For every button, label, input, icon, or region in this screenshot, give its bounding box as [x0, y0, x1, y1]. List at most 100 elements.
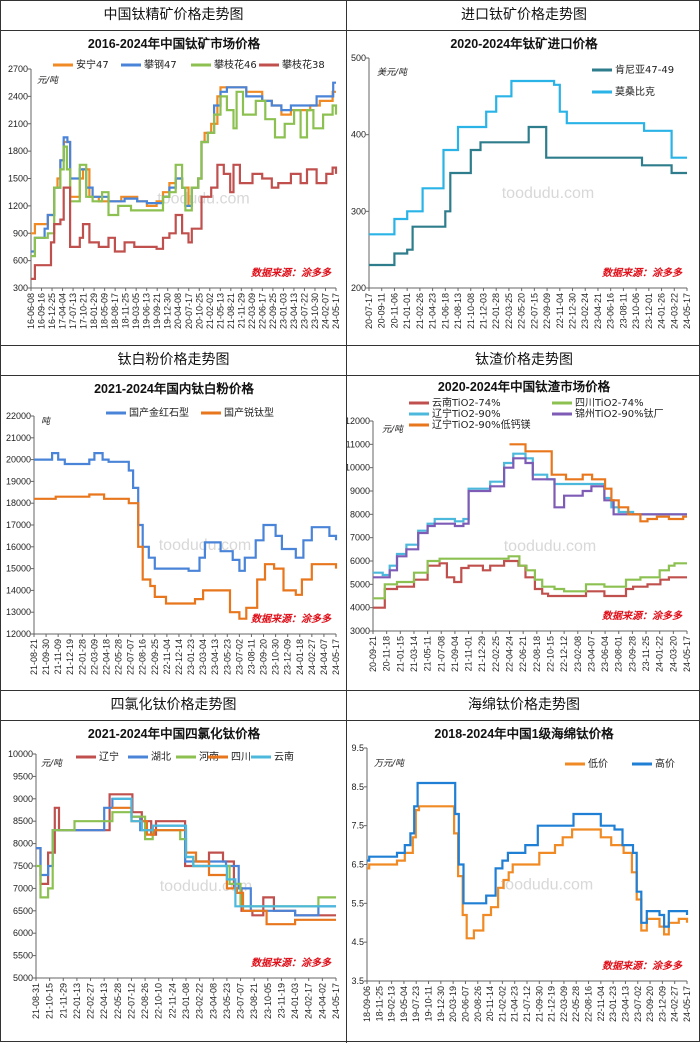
legend-label: 肯尼亚47-49	[615, 63, 674, 76]
x-tick-label: 22-01-13	[72, 983, 82, 1019]
x-tick-label: 22-07-15	[529, 293, 539, 329]
series-line-5	[509, 443, 687, 523]
x-tick-label: 24-02-27	[307, 639, 317, 675]
x-tick-label: 22-12-12	[559, 636, 569, 672]
x-tick-label: 22-11-04	[162, 639, 172, 674]
x-tick-label: 21-08-13	[453, 293, 463, 329]
panel-header: 钛渣价格走势图	[347, 346, 700, 376]
x-tick-label: 24-04-07	[319, 639, 329, 675]
x-tick-label: 23-07-02	[234, 639, 244, 675]
x-tick-label: 22-01-28	[77, 639, 87, 675]
x-tick-label: 19-05-04	[399, 986, 409, 1022]
series-line-1	[373, 559, 687, 609]
y-tick-label: 12000	[6, 629, 31, 639]
y-tick-label: 5000	[13, 973, 33, 983]
y-tick-label: 8000	[350, 509, 370, 519]
y-tick-label: 300	[351, 206, 366, 216]
panel-titanium-concentrate: 中国钛精矿价格走势图 toodudu.com 2016-2024年中国钛矿市场价格…	[1, 1, 347, 346]
y-tick-label: 900	[13, 228, 28, 238]
x-tick-label: 20-08-26	[473, 986, 483, 1022]
x-tick-label: 22-06-21	[518, 636, 528, 672]
y-tick-label: 400	[351, 130, 366, 140]
panel-header: 四氯化钛价格走势图	[1, 691, 346, 721]
x-tick-label: 24-02-27	[670, 986, 680, 1022]
x-tick-label: 21-03-14	[409, 636, 419, 672]
chart-title: 2021-2024年中国四氯化钛价格	[88, 726, 261, 741]
x-tick-label: 19-12-30	[436, 986, 446, 1022]
panel-header: 中国钛精矿价格走势图	[1, 1, 346, 31]
x-tick-label: 23-04-08	[208, 983, 218, 1019]
legend-label: 云南	[274, 750, 294, 763]
chart-titanium-dioxide-price: toodudu.com2021-2024年国内钛白粉价格吨12000130001…	[6, 381, 341, 675]
x-tick-label: 22-02-25	[491, 636, 501, 672]
x-tick-label: 23-09-20	[645, 986, 655, 1022]
x-tick-label: 22-10-15	[545, 636, 555, 672]
x-tick-label: 23-08-11	[618, 293, 628, 328]
x-tick-label: 23-01-03	[278, 293, 288, 329]
x-tick-label: 17-10-21	[79, 293, 89, 329]
data-source-note: 数据来源：涂多多	[251, 613, 332, 625]
chart-titanium-tetrachloride-price: toodudu.com2021-2024年中国四氯化钛价格元/吨50005500…	[8, 726, 341, 1019]
data-source-note: 数据来源：涂多多	[251, 957, 332, 969]
y-axis-unit: 元/吨	[41, 758, 64, 769]
legend-label: 辽宁	[99, 750, 119, 763]
x-tick-label: 21-06-18	[440, 293, 450, 329]
x-tick-label: 22-08-16	[138, 639, 148, 675]
y-tick-label: 10000	[8, 749, 33, 759]
y-tick-label: 12000	[347, 416, 370, 426]
legend-label: 湖北	[151, 751, 171, 763]
x-tick-label: 21-07-12	[522, 986, 532, 1022]
x-tick-label: 21-12-19	[65, 639, 75, 675]
x-tick-label: 21-02-26	[415, 293, 425, 329]
x-tick-label: 23-02-08	[573, 636, 583, 672]
x-tick-label: 22-12-14	[174, 639, 184, 675]
panel-sponge-titanium: 海绵钛价格走势图 toodudu.com 2018-2024年中国1级海绵钛价格万…	[347, 691, 700, 1043]
y-tick-label: 9000	[13, 794, 33, 804]
x-tick-label: 24-04-02	[317, 983, 327, 1019]
x-tick-label: 23-01-23	[608, 986, 618, 1022]
y-tick-label: 600	[13, 256, 28, 266]
panel-titanium-slag: 钛渣价格走势图 toodudu.com 2020-2024年中国钛渣市场价格 元/吨…	[347, 346, 700, 691]
x-tick-label: 23-01-08	[181, 983, 191, 1019]
y-tick-label: 21000	[6, 433, 31, 443]
x-tick-label: 22-09-25	[268, 293, 278, 329]
x-tick-label: 23-02-22	[195, 983, 205, 1019]
legend-label: 低价	[588, 757, 608, 770]
y-tick-label: 7.5	[351, 821, 364, 831]
y-tick-label: 300	[13, 283, 28, 293]
x-tick-label: 22-03-25	[504, 293, 514, 329]
x-tick-label: 22-05-20	[517, 293, 527, 329]
panel-header: 海绵钛价格走势图	[347, 691, 700, 721]
legend-label: 攀枝花38	[282, 58, 325, 71]
y-tick-label: 1200	[8, 201, 28, 211]
y-tick-label: 8000	[13, 839, 33, 849]
x-tick-label: 19-06-13	[142, 293, 152, 329]
x-tick-label: 23-10-30	[310, 293, 320, 329]
x-tick-label: 22-05-28	[113, 983, 123, 1019]
y-tick-label: 200	[351, 283, 366, 293]
series-line-2	[369, 79, 687, 236]
x-tick-label: 23-01-23	[186, 639, 196, 675]
chart-title: 2018-2024年中国1级海绵钛价格	[434, 726, 614, 741]
x-tick-label: 21-08-31	[31, 983, 41, 1019]
x-tick-label: 23-05-23	[222, 639, 232, 675]
x-tick-label: 23-10-06	[631, 293, 641, 329]
x-tick-label: 23-08-11	[246, 639, 256, 674]
x-tick-label: 22-09-25	[150, 639, 160, 675]
x-tick-label: 23-06-04	[600, 636, 610, 672]
y-tick-label: 9000	[350, 486, 370, 496]
legend-label: 高价	[655, 757, 675, 770]
x-tick-label: 22-09-09	[542, 293, 552, 329]
x-tick-label: 23-04-13	[210, 639, 220, 675]
x-tick-label: 21-05-11	[423, 636, 433, 671]
x-tick-label: 22-05-28	[571, 986, 581, 1022]
x-tick-label: 22-11-04	[596, 986, 606, 1021]
y-tick-label: 6000	[350, 556, 370, 566]
y-tick-label: 9500	[13, 771, 33, 781]
x-tick-label: 24-05-17	[682, 293, 692, 329]
panel-titanium-tetrachloride: 四氯化钛价格走势图 toodudu.com 2021-2024年中国四氯化钛价格元…	[1, 691, 347, 1043]
x-tick-label: 22-01-28	[491, 293, 501, 329]
